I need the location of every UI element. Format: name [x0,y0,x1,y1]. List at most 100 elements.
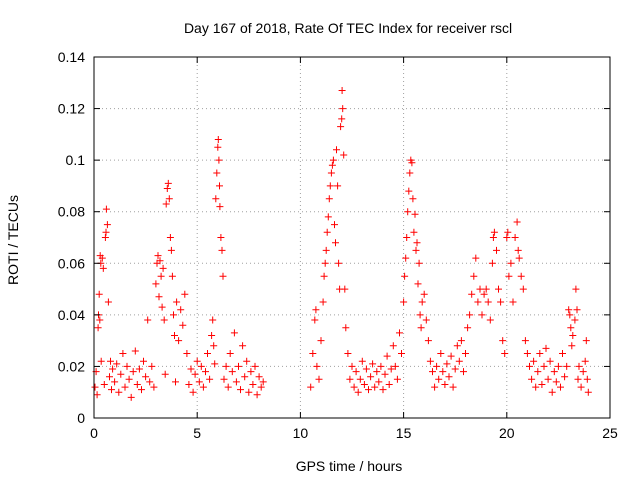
data-point [119,350,127,357]
data-point [96,316,104,324]
data-point [572,285,580,293]
data-point [495,285,502,293]
data-point [214,136,222,143]
data-point [400,298,408,306]
data-point [170,311,177,319]
data-point [255,373,263,381]
data-point [177,306,185,314]
data-point [474,298,482,306]
data-point [383,352,391,360]
data-point [569,332,577,339]
data-point [211,360,219,368]
data-point [451,365,459,373]
data-point [327,169,335,177]
data-point [398,350,405,357]
data-point [213,169,221,177]
data-point [154,252,162,260]
data-point [455,357,463,365]
data-point [199,383,207,391]
y-tick-label: 0.08 [58,204,85,220]
data-point [415,259,423,267]
data-point [108,386,115,394]
data-point [158,303,166,311]
data-point [526,362,533,370]
data-point [584,388,592,396]
data-point [325,195,333,203]
data-point [381,370,389,378]
data-point [102,205,110,213]
data-point [175,337,183,345]
data-point [418,298,426,306]
data-point [309,350,317,357]
data-point [377,362,385,370]
data-point [521,337,529,345]
data-point [393,375,401,383]
data-point [342,324,350,332]
data-point [217,234,225,241]
data-point [453,342,461,350]
data-point [249,381,257,388]
y-tick-label: 0.1 [66,152,86,168]
data-point [571,316,579,324]
data-point [163,185,171,192]
data-point [373,368,381,376]
data-point [460,368,467,376]
data-point [94,324,102,332]
data-point [404,208,412,216]
data-point [113,360,121,368]
data-point [131,347,139,355]
data-point [387,365,395,373]
data-point [546,357,554,365]
x-axis-label: GPS time / hours [296,458,403,474]
data-point [406,169,414,177]
data-point [228,368,236,376]
data-point [104,298,112,306]
data-point [573,306,581,314]
data-point [365,386,372,394]
data-point [536,350,544,357]
data-point [171,332,178,339]
data-point [324,213,332,221]
data-point [557,383,564,391]
data-point [523,350,531,357]
data-point [111,378,119,386]
y-tick-label: 0.14 [58,49,85,65]
data-point [247,368,255,376]
data-point [414,280,422,288]
data-point [447,352,455,360]
data-point [328,161,336,169]
data-point [433,362,441,370]
data-point [164,179,172,187]
data-point [505,272,513,280]
data-point [402,254,410,262]
data-point [146,378,154,386]
data-point [565,306,573,314]
data-point [476,285,484,293]
data-point [319,298,327,306]
data-point [245,388,253,396]
data-point [410,228,418,236]
data-point [157,272,165,280]
data-point [403,234,411,241]
data-point [148,362,156,370]
data-point [100,381,108,388]
data-point [226,350,234,357]
data-point [493,246,500,254]
data-point [193,357,201,365]
data-point [224,383,232,391]
data-point [574,375,582,383]
data-point [369,360,377,368]
data-point [165,195,173,203]
data-point [443,360,451,368]
data-point [396,329,403,337]
data-point [235,362,242,370]
data-point [568,342,576,350]
data-point [166,234,174,241]
data-point [379,386,387,394]
data-point [333,146,340,154]
data-point [534,368,542,376]
data-point [515,254,523,262]
data-point [150,383,158,391]
data-point [509,298,517,306]
